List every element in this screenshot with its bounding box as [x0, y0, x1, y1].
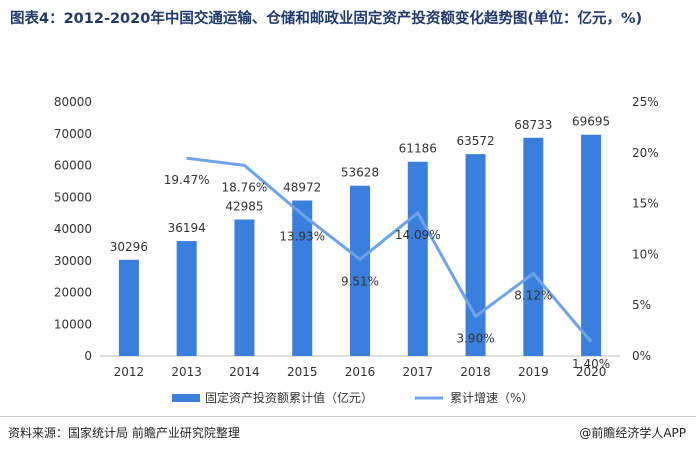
bar-value-label: 63572 [456, 134, 494, 148]
right-tick-label: 10% [632, 247, 659, 261]
right-tick-label: 15% [632, 197, 659, 211]
line-value-label: 9.51% [341, 274, 379, 288]
x-tick-label: 2014 [229, 365, 260, 379]
brand-credit: @前瞻经济学人APP [579, 426, 686, 440]
x-tick-label: 2016 [345, 365, 376, 379]
bar-value-label: 61186 [399, 142, 437, 156]
left-tick-label: 30000 [54, 254, 92, 268]
x-tick-label: 2012 [114, 365, 145, 379]
x-tick-label: 2020 [576, 365, 607, 379]
bar [292, 200, 313, 356]
bar-value-label: 53628 [341, 166, 379, 180]
bar-value-label: 36194 [168, 221, 206, 235]
bar [176, 241, 197, 356]
footer-divider [0, 416, 696, 417]
x-tick-label: 2015 [287, 365, 318, 379]
right-tick-label: 0% [632, 349, 651, 363]
line-value-label: 13.93% [279, 229, 325, 243]
bar-value-label: 69695 [572, 115, 610, 129]
bar [465, 154, 486, 356]
x-axis-ticks: 2012 2013 2014 2015 2016 2017 2018 2019 2020 [114, 365, 607, 379]
bar [234, 219, 255, 356]
source-note: 资料来源：国家统计局 前瞻产业研究院整理 [8, 426, 240, 440]
bar-value-label: 48972 [283, 181, 321, 195]
x-tick-label: 2018 [460, 365, 491, 379]
line-value-label: 1.40% [572, 357, 610, 371]
legend-line-label: 累计增速（%） [450, 391, 533, 405]
right-y-axis: 0% 5% 10% 15% 20% 25% [632, 95, 659, 363]
bar [407, 161, 428, 356]
left-tick-label: 0 [84, 349, 92, 363]
left-tick-label: 70000 [54, 127, 92, 141]
left-tick-label: 60000 [54, 159, 92, 173]
line-value-label: 14.09% [395, 228, 441, 242]
bar-value-label: 68733 [514, 118, 552, 132]
x-tick-label: 2019 [518, 365, 549, 379]
legend-bar-label: 固定资产投资额累计值（亿元） [205, 390, 373, 405]
chart-svg: 0 10000 20000 30000 40000 50000 60000 70000 8000… [54, 95, 659, 405]
right-tick-label: 5% [632, 298, 651, 312]
x-tick-label: 2013 [171, 365, 202, 379]
bar-value-label: 42985 [225, 200, 263, 214]
bar [581, 134, 602, 356]
right-tick-label: 25% [632, 95, 659, 109]
legend-bar-swatch [172, 394, 200, 402]
bar-value-label: 30296 [110, 240, 148, 254]
line-value-labels: 19.47% 18.76% 13.93% 9.51% 14.09% 3.90% 8.12% 1… [164, 173, 610, 371]
line-value-label: 18.76% [222, 180, 268, 194]
chart-title: 图表4：2012-2020年中国交通运输、仓储和邮政业固定资产投资额变化趋势图(… [10, 11, 643, 27]
left-tick-label: 20000 [54, 286, 92, 300]
left-tick-label: 50000 [54, 190, 92, 204]
bar [118, 259, 139, 356]
growth-line [186, 156, 593, 343]
left-tick-label: 80000 [54, 95, 92, 109]
line-value-label: 3.90% [456, 331, 494, 345]
bar [350, 185, 370, 356]
right-tick-label: 20% [632, 146, 659, 160]
bar [523, 137, 544, 356]
left-tick-label: 10000 [54, 317, 92, 331]
line-value-label: 19.47% [164, 173, 210, 187]
left-tick-label: 40000 [54, 222, 92, 236]
x-tick-label: 2017 [403, 365, 434, 379]
left-y-axis: 0 10000 20000 30000 40000 50000 60000 70000 8000… [54, 95, 92, 363]
legend: 固定资产投资额累计值（亿元） 累计增速（%） [172, 390, 533, 405]
bar-value-labels: 30296 36194 42985 48972 53628 61186 63572 68733… [110, 115, 610, 254]
line-value-label: 8.12% [514, 289, 552, 303]
